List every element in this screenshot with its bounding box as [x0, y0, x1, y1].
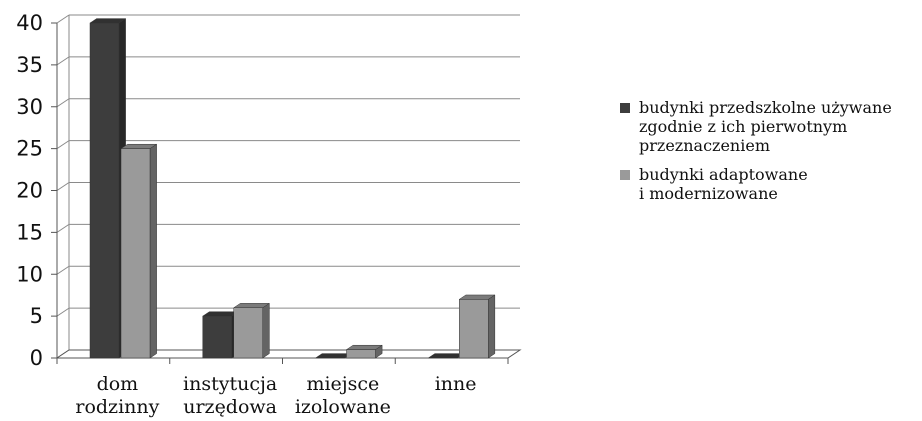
grid-line-side — [56, 307, 70, 317]
bars — [89, 18, 496, 359]
grid-line-side — [56, 56, 70, 66]
y-tick-label: 20 — [16, 179, 43, 203]
bar-1-series-1 — [89, 18, 127, 359]
y-axis-ticks: 0 5 10 15 20 25 30 35 40 — [16, 11, 57, 370]
grid-line-side — [56, 98, 70, 108]
legend-label-series-1: budynki przedszkolne używane zgodnie z i… — [639, 98, 892, 155]
y-tick-label: 0 — [30, 346, 43, 370]
bar-4-series-1 — [427, 353, 465, 359]
legend-item-series-1: budynki przedszkolne używane zgodnie z i… — [620, 98, 920, 155]
y-tick-label: 25 — [16, 137, 43, 161]
grid-line-side — [56, 140, 70, 150]
y-tick-label: 15 — [16, 220, 43, 244]
bar-3-series-2 — [345, 344, 383, 359]
grid-line-side — [56, 223, 70, 233]
y-tick-label: 35 — [16, 53, 43, 77]
y-tick-label: 40 — [16, 11, 43, 35]
legend-label-series-2: budynki adaptowane i modernizowane — [639, 165, 808, 203]
y-tick-label: 10 — [16, 262, 43, 286]
grid-line-side — [56, 265, 70, 275]
legend: budynki przedszkolne używane zgodnie z i… — [620, 98, 920, 213]
x-axis-labels: dom rodzinny instytucja urzędowa miejsce izol… — [56, 358, 509, 418]
grid-line-side — [56, 182, 70, 191]
grid-line-side — [56, 14, 70, 24]
bar-1-series-2 — [120, 143, 158, 359]
x-label-3: miejsce izolowane — [295, 373, 391, 418]
x-label-1: dom rodzinny — [75, 373, 159, 418]
legend-item-series-2: budynki adaptowane i modernizowane — [620, 165, 920, 203]
x-label-2: instytucja urzędowa — [183, 373, 277, 418]
bar-2-series-1 — [201, 311, 240, 359]
y-tick-label: 30 — [16, 95, 43, 119]
bar-2-series-2 — [232, 302, 271, 359]
legend-swatch-series-2 — [620, 170, 630, 180]
x-label-4: inne — [435, 373, 477, 395]
legend-swatch-series-1 — [620, 103, 630, 113]
bar-4-series-2 — [458, 294, 496, 359]
bar-3-series-1 — [314, 353, 352, 359]
y-tick-label: 5 — [30, 304, 43, 328]
